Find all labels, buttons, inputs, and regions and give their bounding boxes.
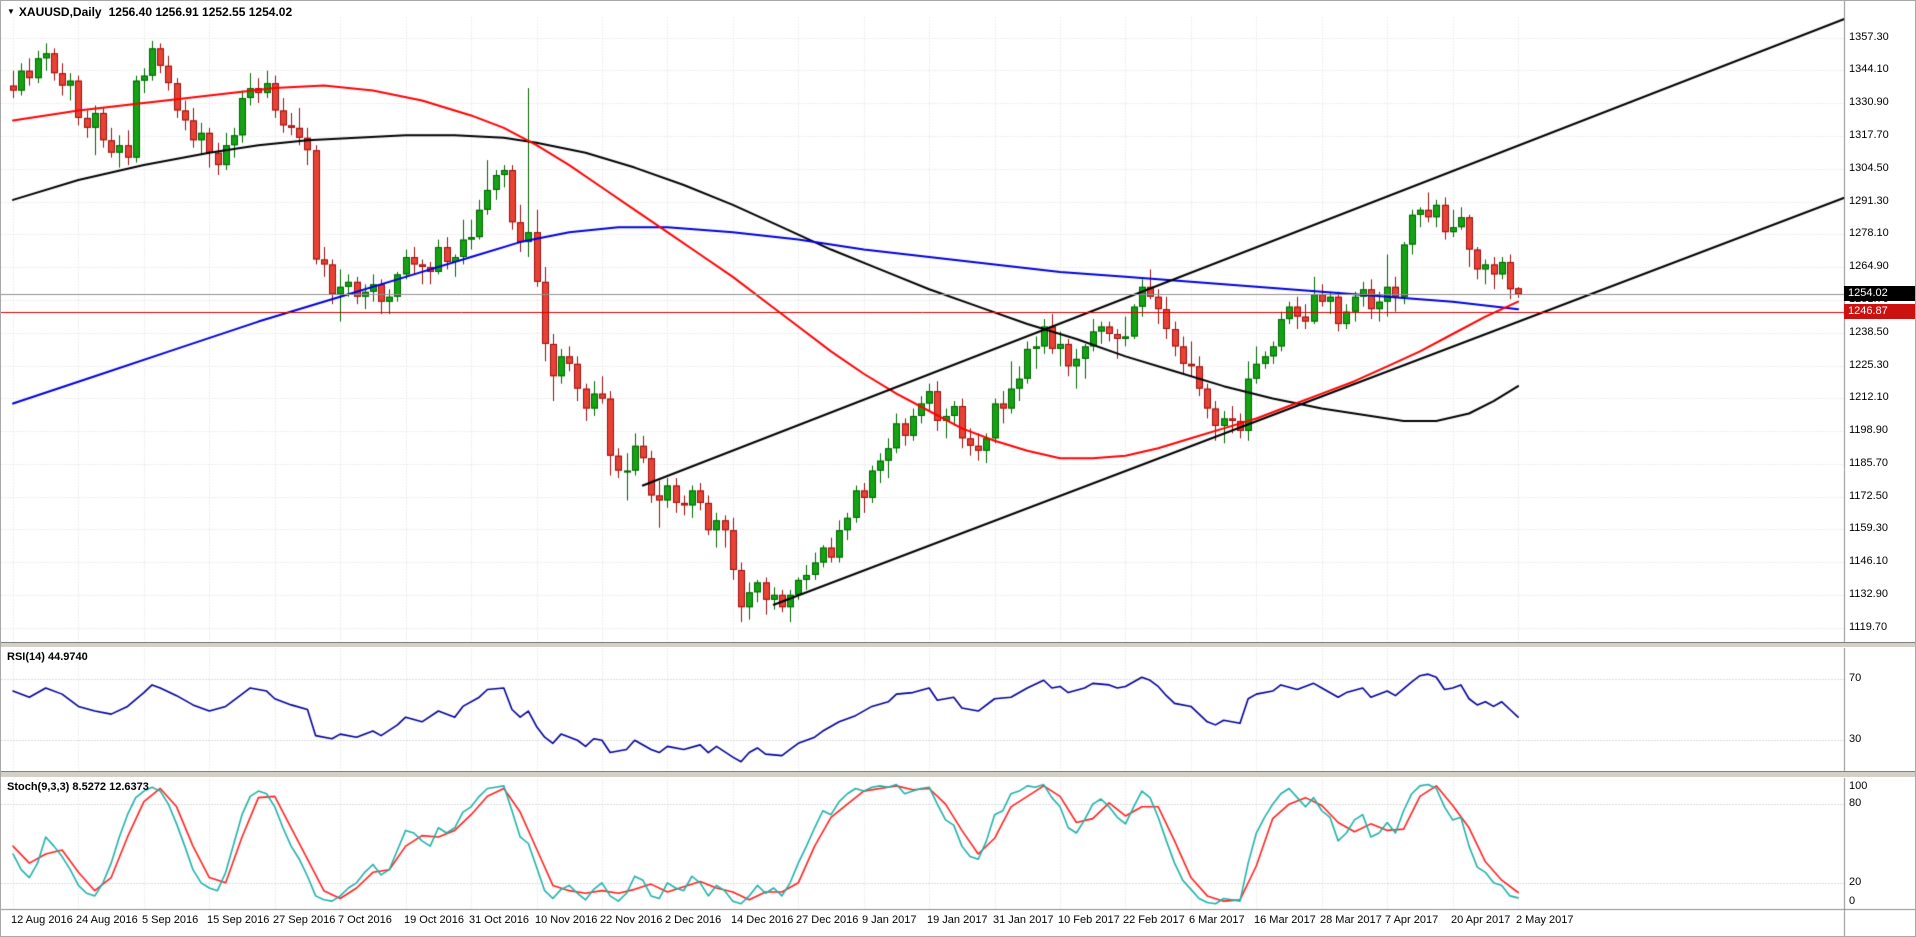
price-tick-label: 1225.30 bbox=[1849, 359, 1889, 371]
rsi-indicator-label: RSI(14) 44.9740 bbox=[7, 651, 88, 663]
chart-header: ▼ XAUUSD,Daily 1256.40 1256.91 1252.55 125… bbox=[7, 5, 292, 19]
date-label: 5 Sep 2016 bbox=[142, 914, 199, 926]
date-label: 2 May 2017 bbox=[1516, 914, 1574, 926]
date-label: 2 Dec 2016 bbox=[665, 914, 722, 926]
date-label: 7 Apr 2017 bbox=[1385, 914, 1439, 926]
price-tick-label: 1264.90 bbox=[1849, 260, 1889, 272]
date-label: 9 Jan 2017 bbox=[862, 914, 917, 926]
symbol-dropdown-icon: ▼ bbox=[7, 7, 15, 16]
panel-separator-stoch[interactable] bbox=[1, 771, 1915, 778]
date-label: 31 Jan 2017 bbox=[993, 914, 1054, 926]
date-label: 16 Mar 2017 bbox=[1254, 914, 1316, 926]
price-tick-label: 1119.70 bbox=[1849, 621, 1888, 633]
stoch-bound-label: 100 bbox=[1849, 780, 1868, 792]
date-label: 19 Oct 2016 bbox=[404, 914, 464, 926]
price-tick-label: 1238.50 bbox=[1849, 326, 1889, 338]
price-tick-label: 1172.50 bbox=[1849, 490, 1888, 502]
price-tick-label: 1357.30 bbox=[1849, 31, 1889, 43]
date-label: 14 Dec 2016 bbox=[731, 914, 794, 926]
date-label: 10 Feb 2017 bbox=[1058, 914, 1120, 926]
price-tick-label: 1185.70 bbox=[1849, 457, 1888, 469]
hline-price-badge: 1246.87 bbox=[1844, 304, 1915, 319]
price-tick-label: 1146.10 bbox=[1849, 555, 1888, 567]
price-tick-label: 1278.10 bbox=[1849, 227, 1889, 239]
date-label: 20 Apr 2017 bbox=[1451, 914, 1511, 926]
ohlc-values: 1256.40 1256.91 1252.55 1254.02 bbox=[108, 5, 293, 19]
date-label: 12 Aug 2016 bbox=[11, 914, 73, 926]
stoch-level-label: 80 bbox=[1849, 797, 1862, 809]
date-label: 22 Feb 2017 bbox=[1123, 914, 1185, 926]
date-label: 27 Dec 2016 bbox=[796, 914, 859, 926]
stoch-indicator-label: Stoch(9,3,3) 8.5272 12.6373 bbox=[7, 781, 149, 793]
rsi-level-label: 70 bbox=[1849, 672, 1862, 684]
stoch-bound-label: 0 bbox=[1849, 895, 1856, 907]
date-label: 24 Aug 2016 bbox=[76, 914, 138, 926]
date-label: 19 Jan 2017 bbox=[927, 914, 988, 926]
date-label: 15 Sep 2016 bbox=[207, 914, 270, 926]
date-label: 27 Sep 2016 bbox=[273, 914, 336, 926]
stoch-level-label: 20 bbox=[1849, 876, 1862, 888]
price-axis[interactable]: 1357.30 1344.10 1330.90 1317.70 1304.50 1291.… bbox=[1844, 1, 1915, 936]
price-tick-label: 1304.50 bbox=[1849, 162, 1889, 174]
price-tick-label: 1330.90 bbox=[1849, 96, 1889, 108]
date-label: 22 Nov 2016 bbox=[600, 914, 663, 926]
date-label: 10 Nov 2016 bbox=[535, 914, 598, 926]
date-label: 7 Oct 2016 bbox=[338, 914, 392, 926]
price-tick-label: 1132.90 bbox=[1849, 588, 1888, 600]
price-tick-label: 1317.70 bbox=[1849, 129, 1889, 141]
price-tick-label: 1344.10 bbox=[1849, 63, 1889, 75]
price-tick-label: 1212.10 bbox=[1849, 391, 1889, 403]
current-price-badge: 1254.02 bbox=[1844, 286, 1915, 301]
date-label: 31 Oct 2016 bbox=[469, 914, 529, 926]
price-tick-label: 1159.30 bbox=[1849, 522, 1888, 534]
rsi-level-label: 30 bbox=[1849, 733, 1862, 745]
price-tick-label: 1198.90 bbox=[1849, 424, 1888, 436]
price-tick-label: 1291.30 bbox=[1849, 195, 1889, 207]
panel-separator-rsi[interactable] bbox=[1, 642, 1915, 648]
date-label: 6 Mar 2017 bbox=[1189, 914, 1245, 926]
time-axis[interactable]: 12 Aug 2016 24 Aug 2016 5 Sep 2016 15 Sep 2… bbox=[1, 909, 1844, 936]
symbol-timeframe-label: XAUUSD,Daily bbox=[18, 5, 102, 19]
date-label: 28 Mar 2017 bbox=[1320, 914, 1382, 926]
